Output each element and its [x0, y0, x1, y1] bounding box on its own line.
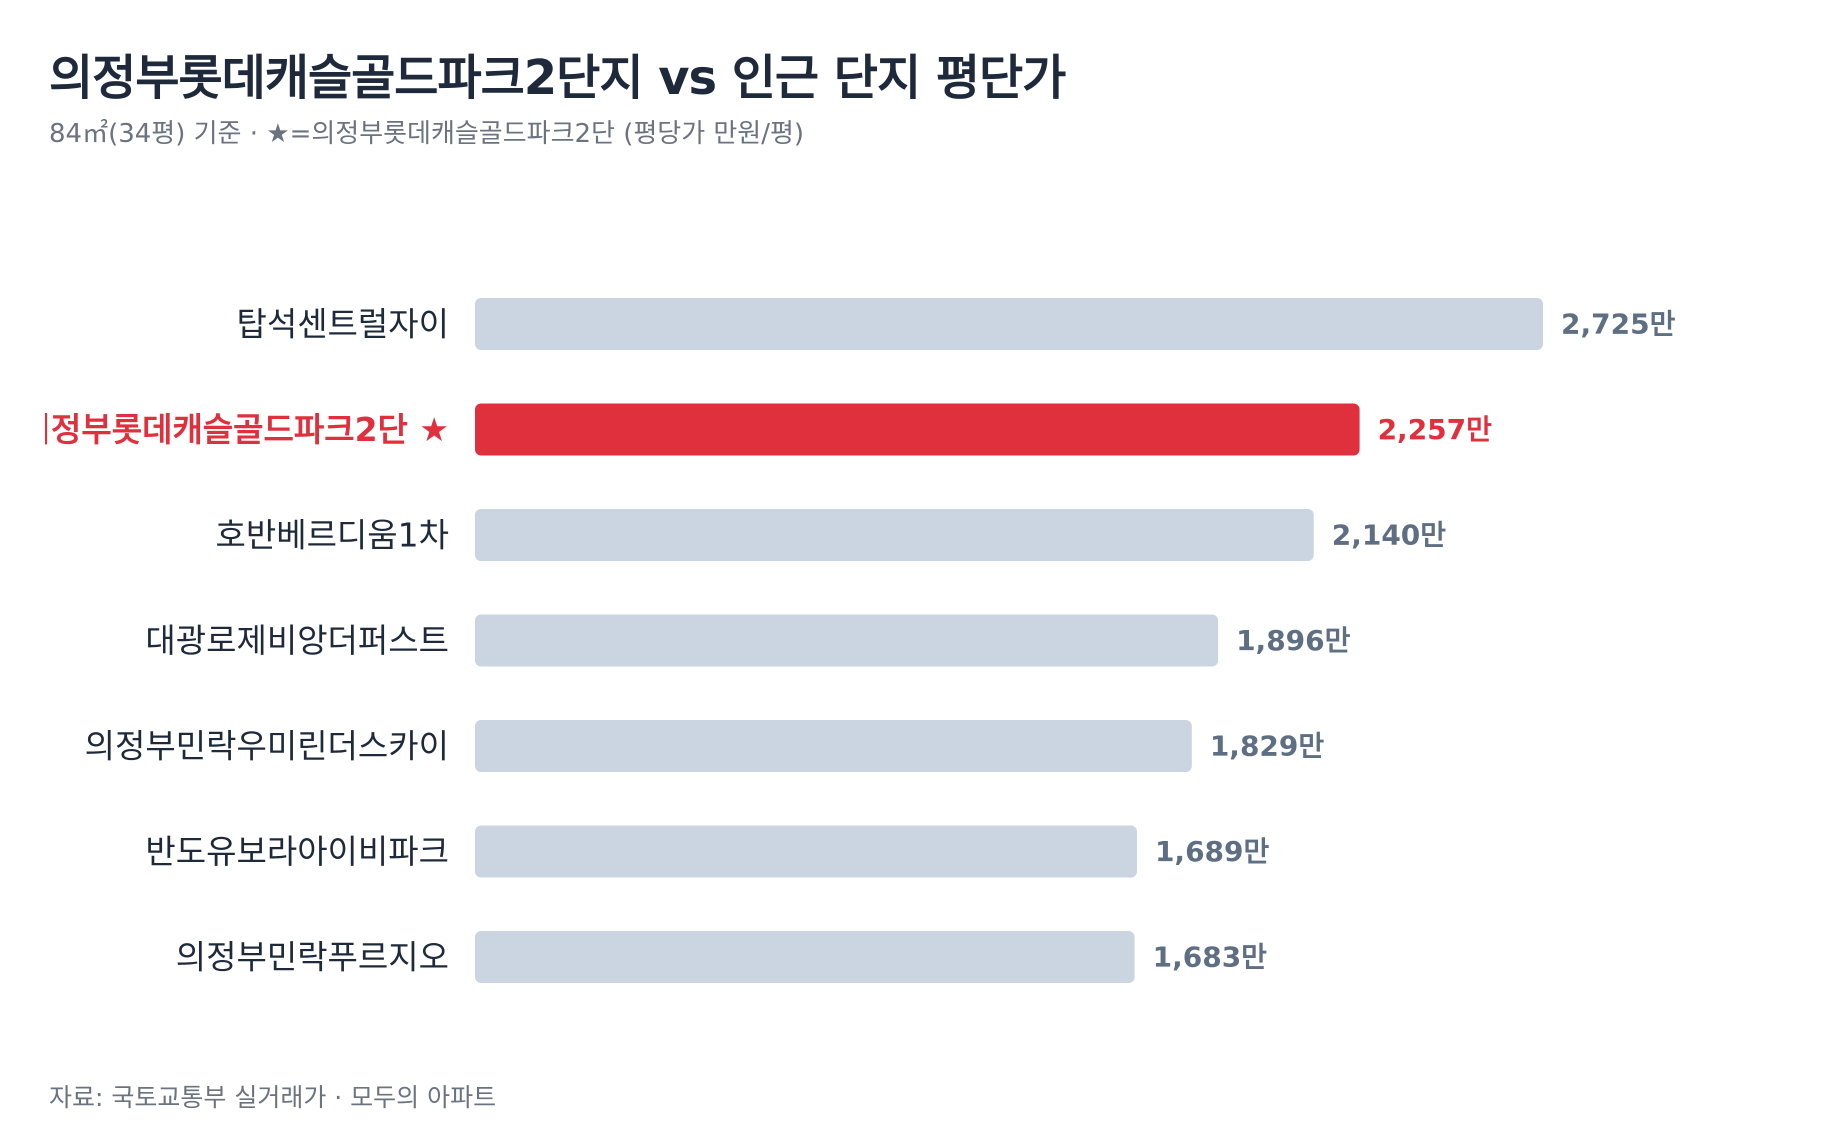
value-label: 2,140만	[1332, 519, 1447, 552]
chart-title: 의정부롯데캐슬골드파크2단지 vs 인근 단지 평단가	[49, 50, 1066, 106]
value-label: 1,689만	[1155, 835, 1270, 868]
bar	[475, 509, 1314, 561]
bar	[475, 825, 1137, 878]
bar	[475, 931, 1135, 983]
category-label: 탑석센트럴자이	[236, 305, 449, 344]
chart-subtitle: 84㎡(34평) 기준 · ★=의정부롯데캐슬골드파크2단 (평당가 만원/평)	[49, 119, 805, 149]
category-label: 대광로제비앙더퍼스트	[145, 621, 449, 660]
category-label: 반도유보라아이비파크	[145, 832, 449, 871]
bar-highlight	[475, 403, 1360, 456]
value-label: 2,257만	[1378, 413, 1493, 446]
category-label: 의정부민락푸르지오	[176, 938, 449, 977]
value-label: 1,829만	[1210, 730, 1325, 763]
value-label: 1,896만	[1236, 624, 1351, 657]
category-label: 호반베르디움1차	[215, 516, 449, 555]
value-label: 2,725만	[1561, 308, 1676, 341]
bar	[475, 298, 1543, 350]
category-label: 의정부민락우미린더스카이	[85, 727, 449, 766]
chart-footer: 자료: 국토교통부 실거래가 · 모두의 아파트	[49, 1083, 497, 1112]
bar	[475, 614, 1219, 667]
value-label: 1,683만	[1153, 941, 1268, 974]
category-label: 의정부롯데캐슬골드파크2단 ★	[21, 410, 449, 449]
bar	[475, 720, 1192, 772]
